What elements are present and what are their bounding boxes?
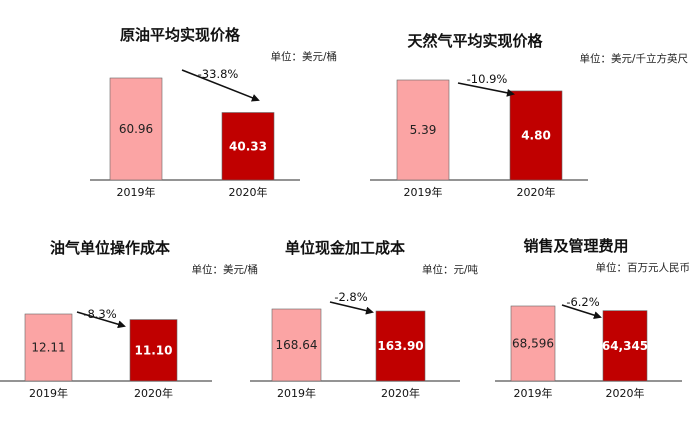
bar-2019 (510, 305, 556, 382)
change-percent-label: -33.8% (198, 67, 239, 81)
bar-2019-value-label: 168.64 (276, 338, 318, 352)
panel-title: 油气单位操作成本 (50, 239, 170, 257)
panel-unit: 单位：美元/桶 (191, 263, 258, 276)
bar-2020 (509, 90, 563, 181)
bar-2020-value-label: 163.90 (377, 339, 423, 353)
change-percent-label: -10.9% (467, 72, 508, 86)
bar-2020 (602, 310, 648, 382)
change-percent-label: -8.3% (83, 307, 116, 321)
bar-2020 (221, 112, 275, 181)
category-2019-label: 2019年 (117, 185, 156, 199)
panel-unit: 单位：元/吨 (422, 263, 479, 276)
bar-2019 (109, 77, 163, 181)
panel-title: 销售及管理费用 (523, 237, 628, 255)
change-arrow-icon (561, 304, 602, 320)
category-2019-label: 2019年 (277, 386, 316, 400)
change-arrow-icon (76, 311, 126, 329)
category-2019-label: 2019年 (404, 185, 443, 199)
bar-2020-value-label: 64,345 (602, 339, 648, 353)
category-2020-label: 2020年 (606, 386, 645, 400)
category-2019-label: 2019年 (514, 386, 553, 400)
panel-unit-cash-processing-cost: 单位现金加工成本 单位：元/吨 168.64 163.90 2019年 2020… (250, 239, 478, 400)
panel-title: 原油平均实现价格 (120, 26, 241, 44)
panel-unit: 单位：美元/桶 (270, 50, 337, 63)
panel-title: 单位现金加工成本 (285, 239, 405, 257)
bar-2019 (271, 308, 322, 382)
panel-crude-oil-price: 原油平均实现价格 单位：美元/桶 60.96 40.33 2019年 2020年… (90, 26, 337, 199)
panel-natural-gas-price: 天然气平均实现价格 单位：美元/千立方英尺 5.39 4.80 2019年 20… (370, 32, 688, 199)
change-arrow-icon (329, 301, 374, 315)
panel-unit: 单位：百万元人民币 (596, 261, 691, 274)
bar-2020-value-label: 11.10 (135, 343, 173, 357)
change-arrow-icon (457, 82, 515, 97)
bar-2020 (375, 310, 426, 382)
category-2020-label: 2020年 (381, 386, 420, 400)
bar-2019-value-label: 5.39 (410, 123, 437, 137)
change-percent-label: -2.8% (334, 290, 367, 304)
category-2020-label: 2020年 (134, 386, 173, 400)
category-2020-label: 2020年 (229, 185, 268, 199)
bar-2019-value-label: 60.96 (119, 122, 153, 136)
panel-title: 天然气平均实现价格 (407, 32, 543, 50)
panel-unit-operating-cost: 油气单位操作成本 单位：美元/桶 12.11 11.10 2019年 2020年… (0, 239, 258, 400)
bar-2020-value-label: 40.33 (229, 139, 267, 153)
panel-selling-admin-expenses: 销售及管理费用 单位：百万元人民币 68,596 64,345 2019年 20… (495, 237, 690, 400)
bar-2019-value-label: 68,596 (512, 337, 554, 351)
category-2019-label: 2019年 (29, 386, 68, 400)
bar-2019-value-label: 12.11 (31, 341, 65, 355)
change-percent-label: -6.2% (566, 295, 599, 309)
category-2020-label: 2020年 (517, 185, 556, 199)
bar-2019 (24, 313, 73, 382)
change-arrow-icon (181, 69, 260, 102)
bar-2019 (396, 79, 450, 181)
panel-unit: 单位：美元/千立方英尺 (579, 52, 688, 65)
bar-2020-value-label: 4.80 (521, 128, 551, 142)
bar-2020 (129, 319, 178, 382)
